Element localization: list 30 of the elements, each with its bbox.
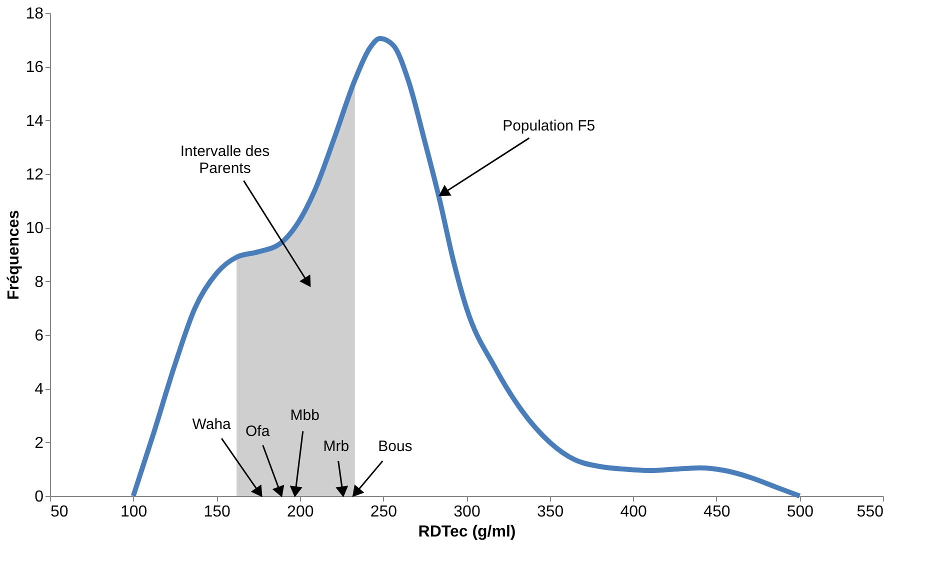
y-tick-label: 8 <box>34 274 44 291</box>
y-tick-label: 6 <box>34 328 44 344</box>
y-tick-label: 0 <box>34 488 44 506</box>
annotation: Ofa <box>245 423 270 440</box>
annotation: Mrb <box>323 438 350 455</box>
x-tick-label: 550 <box>856 504 884 520</box>
annotation: Bous <box>378 438 412 455</box>
annotation: Population F5 <box>502 117 596 134</box>
x-axis-title: RDTec (g/ml) <box>418 524 516 540</box>
x-tick-label: 450 <box>704 504 730 520</box>
x-tick-label: 200 <box>287 504 314 520</box>
x-tick-label: 500 <box>786 504 814 520</box>
y-tick-label: 10 <box>26 220 44 238</box>
annotation: Intervalle des Parents <box>180 143 270 177</box>
y-tick-label: 4 <box>34 381 44 398</box>
y-tick-label: 16 <box>26 59 44 76</box>
y-tick-label: 12 <box>26 166 44 184</box>
y-tick-label: 14 <box>26 112 44 130</box>
x-tick-label: 350 <box>536 504 564 520</box>
x-tick-label: 50 <box>50 504 68 520</box>
y-tick-label: 18 <box>26 6 44 22</box>
x-tick-label: 300 <box>454 504 480 520</box>
x-tick-label: 100 <box>120 504 148 520</box>
annotation: Waha <box>192 416 232 433</box>
x-tick-label: 150 <box>204 504 231 520</box>
y-tick-label: 2 <box>34 434 44 452</box>
x-tick-label: 250 <box>370 504 398 520</box>
annotation: Mbb <box>290 407 320 424</box>
y-axis-title: Fréquences <box>6 210 23 300</box>
x-tick-label: 400 <box>620 504 648 520</box>
